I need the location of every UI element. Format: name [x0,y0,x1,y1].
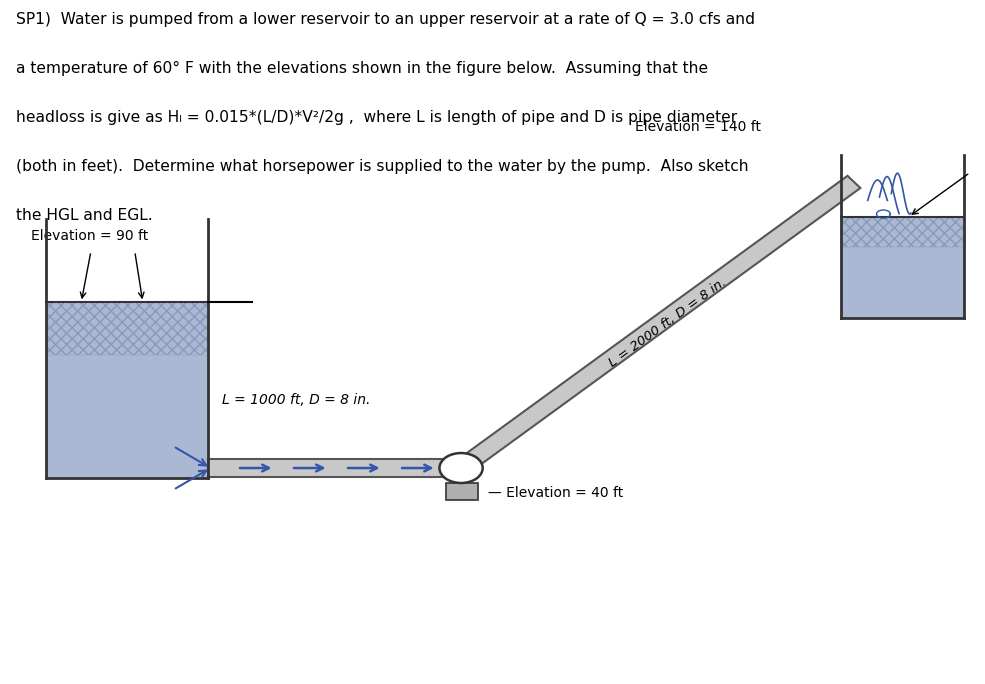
Text: the HGL and EGL.: the HGL and EGL. [16,208,153,223]
Text: Elevation = 140 ft: Elevation = 140 ft [635,120,761,135]
Text: SP1)  Water is pumped from a lower reservoir to an upper reservoir at a rate of : SP1) Water is pumped from a lower reserv… [16,12,755,27]
Text: — Elevation = 40 ft: — Elevation = 40 ft [488,486,623,500]
Bar [208,459,458,477]
Bar [841,217,964,247]
Text: a temperature of 60° F with the elevations shown in the figure below.  Assuming : a temperature of 60° F with the elevatio… [16,61,708,76]
Bar [446,483,478,500]
Bar [841,217,964,318]
Polygon shape [455,176,860,474]
Text: headloss is give as Hₗ = 0.015*(L/D)*V²/2g ,  where L is length of pipe and D is: headloss is give as Hₗ = 0.015*(L/D)*V²/… [16,109,737,124]
Text: L = 2000 ft, D = 8 in.: L = 2000 ft, D = 8 in. [607,276,729,369]
Bar [45,302,208,355]
Text: Elevation = 90 ft: Elevation = 90 ft [31,229,148,244]
Bar [45,302,208,478]
Text: (both in feet).  Determine what horsepower is supplied to the water by the pump.: (both in feet). Determine what horsepowe… [16,159,749,174]
Circle shape [439,453,483,483]
Text: L = 1000 ft, D = 8 in.: L = 1000 ft, D = 8 in. [223,393,370,407]
